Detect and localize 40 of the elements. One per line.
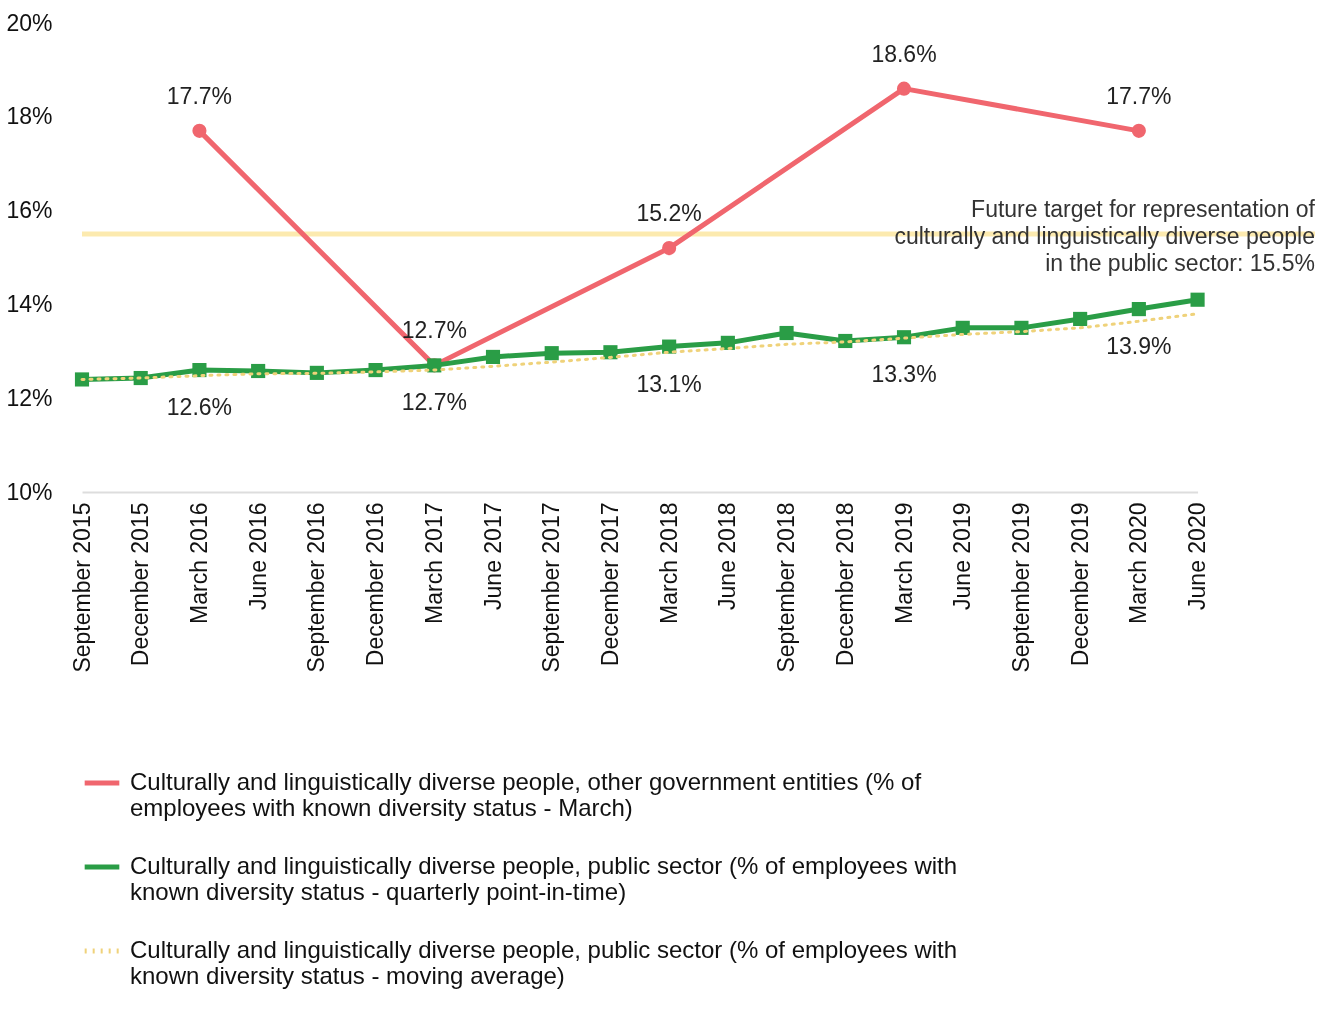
x-tick-label: September 2019 — [1007, 502, 1034, 673]
y-tick-label: 10% — [6, 478, 53, 505]
x-tick-label: December 2017 — [596, 502, 623, 667]
x-tick-label: September 2017 — [538, 502, 565, 673]
y-tick-label: 18% — [6, 103, 53, 130]
legend-label: Culturally and linguistically diverse people, public sector (% of employees with known diversity status - quarterly point-in-time) — [130, 852, 958, 905]
x-tick-label: September 2018 — [773, 502, 800, 673]
x-tick-label: June 2019 — [949, 502, 976, 610]
x-tick-label: September 2016 — [303, 502, 330, 673]
data-label: 18.6% — [871, 40, 937, 67]
x-tick-label: March 2016 — [185, 502, 212, 624]
x-tick-label: December 2018 — [831, 502, 858, 667]
x-tick-label: March 2020 — [1125, 502, 1152, 624]
x-tick-label: June 2020 — [1184, 502, 1211, 610]
data-label: 13.3% — [871, 361, 937, 388]
x-tick-label: December 2015 — [127, 502, 154, 667]
data-label: 13.9% — [1106, 333, 1172, 360]
data-label: 12.6% — [166, 394, 233, 421]
y-tick-label: 14% — [6, 290, 53, 317]
legend-label: Culturally and linguistically diverse people, public sector (% of employees with known diversity status - moving average) — [130, 936, 958, 989]
x-tick-label: December 2016 — [362, 502, 389, 667]
x-tick-label: March 2019 — [890, 502, 917, 624]
x-tick-label: June 2018 — [714, 502, 741, 610]
data-label: 17.7% — [166, 82, 233, 109]
x-tick-label: March 2018 — [655, 502, 682, 624]
y-tick-label: 12% — [6, 384, 53, 411]
x-tick-label: June 2017 — [479, 502, 506, 610]
data-label: 12.7% — [401, 317, 467, 344]
legend-label: Culturally and linguistically diverse people, other government entities (% of employees with known diversity status - March) — [130, 768, 922, 821]
data-label: 13.1% — [636, 370, 702, 397]
x-tick-label: December 2019 — [1066, 502, 1093, 667]
y-tick-label: 16% — [6, 197, 53, 224]
data-label: 17.7% — [1106, 82, 1172, 109]
x-tick-label: March 2017 — [420, 502, 447, 624]
y-tick-label: 20% — [6, 9, 53, 36]
data-label: 12.7% — [401, 389, 467, 416]
data-label: 15.2% — [636, 200, 702, 227]
ref-line-label: Future target for representation of culturally and linguistically diverse people in the public sector: 15.5% — [894, 196, 1316, 277]
x-tick-label: September 2015 — [68, 502, 95, 673]
x-tick-label: June 2016 — [244, 502, 271, 610]
